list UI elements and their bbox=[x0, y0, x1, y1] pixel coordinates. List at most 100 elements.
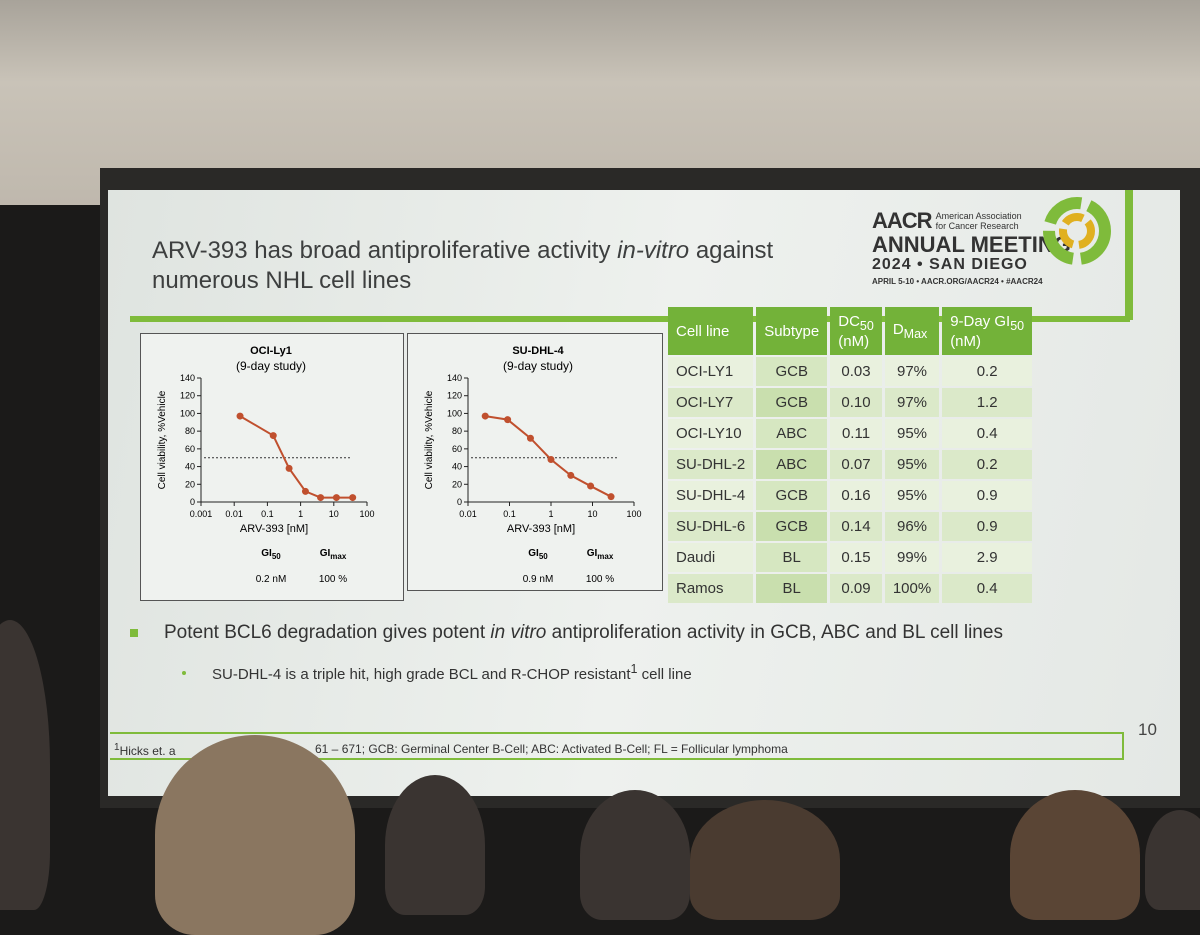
header-text: DC bbox=[838, 312, 860, 330]
y-axis-label: Cell viability, %Vehicle bbox=[157, 390, 168, 489]
table-cell: GCB bbox=[756, 481, 828, 510]
table-body: OCI-LY1 GCB 0.03 97% 0.2 OCI-LY7 GCB 0.10 97% 1.2… bbox=[668, 357, 1033, 603]
table-cell: Ramos bbox=[668, 574, 754, 603]
y-axis-label: Cell viability, %Vehicle bbox=[424, 390, 435, 489]
table-row: Ramos BL 0.09 100% 0.4 bbox=[668, 574, 1033, 603]
x-tick-label: 10 bbox=[587, 509, 597, 519]
column-header: 9-Day GI50 (nM) bbox=[942, 307, 1033, 355]
stat-sub: max bbox=[597, 552, 614, 561]
table-cell: SU-DHL-4 bbox=[668, 481, 754, 510]
text: in vitro bbox=[490, 622, 547, 643]
data-point bbox=[332, 494, 340, 502]
table-cell: 0.09 bbox=[830, 574, 882, 603]
logo-ring bbox=[1043, 197, 1111, 265]
text: cell line bbox=[637, 666, 692, 683]
y-tick-label: 80 bbox=[452, 426, 462, 436]
y-tick-label: 0 bbox=[457, 497, 462, 507]
y-tick-label: 20 bbox=[185, 479, 195, 489]
column-header: DC50 (nM) bbox=[830, 307, 882, 355]
table-cell: 1.2 bbox=[942, 388, 1033, 417]
audience bbox=[1010, 790, 1140, 920]
chart-subtitle: (9-day study) bbox=[503, 359, 573, 373]
header-unit: (nM) bbox=[950, 332, 982, 350]
text: 61 – 671; GCB: Germinal Center B-Cell; A… bbox=[315, 742, 788, 756]
x-tick-label: 1 bbox=[548, 509, 553, 519]
data-table: Cell line Subtype DC50 (nM) DMax 9-Day GI50 (n… bbox=[665, 305, 1035, 605]
y-tick-label: 100 bbox=[180, 408, 195, 418]
x-axis-label: ARV-393 [nM] bbox=[507, 523, 575, 535]
data-point bbox=[317, 494, 325, 502]
stat-value: 100 % bbox=[586, 574, 614, 585]
header-sub: 50 bbox=[1010, 318, 1025, 333]
logo-event: ANNUAL MEETING bbox=[872, 232, 1071, 257]
table-cell: 100% bbox=[884, 574, 940, 603]
stat-sub: max bbox=[330, 552, 347, 561]
stat-name: GI bbox=[587, 548, 598, 559]
header-unit: (nM) bbox=[838, 332, 870, 350]
bullet-mark bbox=[182, 670, 186, 675]
audience bbox=[385, 775, 485, 915]
stat-label: GI50 bbox=[528, 548, 548, 561]
text: SU-DHL-4 is a triple hit, high grade BCL… bbox=[212, 666, 631, 683]
header-text: D bbox=[892, 321, 904, 338]
table-cell: BL bbox=[756, 543, 828, 572]
table-cell: 2.9 bbox=[942, 543, 1033, 572]
table-cell: SU-DHL-6 bbox=[668, 512, 754, 541]
curve bbox=[239, 415, 353, 499]
table-cell: 95% bbox=[884, 450, 940, 479]
x-tick-label: 0.01 bbox=[225, 509, 243, 519]
table-row: SU-DHL-2 ABC 0.07 95% 0.2 bbox=[668, 450, 1033, 479]
text: 1 bbox=[630, 662, 638, 676]
audience bbox=[0, 620, 50, 910]
data-point bbox=[481, 412, 489, 420]
y-tick-label: 120 bbox=[447, 391, 462, 401]
table-cell: 0.9 bbox=[942, 481, 1033, 510]
audience bbox=[580, 790, 690, 920]
header-row: Cell line Subtype DC50 (nM) DMax 9-Day GI50 (n… bbox=[668, 307, 1033, 355]
table-cell: 96% bbox=[884, 512, 940, 541]
table-cell: ABC bbox=[756, 450, 828, 479]
table-cell: 0.2 bbox=[942, 450, 1033, 479]
chart: OCI-Ly1 (9-day study) 0 20 40 60 80 100 120 140 0.… bbox=[157, 345, 375, 585]
x-axis-label: ARV-393 [nM] bbox=[240, 523, 308, 535]
chart-subtitle: (9-day study) bbox=[236, 359, 306, 373]
x-tick-label: 0.1 bbox=[503, 509, 516, 519]
y-tick-label: 100 bbox=[447, 408, 462, 418]
data-point bbox=[567, 471, 575, 479]
logo-details: APRIL 5-10 • AACR.ORG/AACR24 • #AACR24 bbox=[872, 277, 1043, 286]
header-text: Subtype bbox=[764, 322, 820, 340]
y-tick-label: 80 bbox=[185, 426, 195, 436]
table-cell: 0.03 bbox=[830, 357, 882, 386]
data-point bbox=[504, 416, 512, 424]
table-cell: 95% bbox=[884, 419, 940, 448]
table-cell: SU-DHL-2 bbox=[668, 450, 754, 479]
header-sub: Max bbox=[903, 327, 928, 341]
data-point bbox=[547, 455, 555, 463]
logo-edition: 2024 • SAN DIEGO bbox=[872, 256, 1028, 273]
header-sub: 50 bbox=[859, 318, 874, 333]
table-row: OCI-LY1 GCB 0.03 97% 0.2 bbox=[668, 357, 1033, 386]
chart-title: OCI-Ly1 bbox=[250, 345, 292, 357]
x-tick-label: 0.01 bbox=[459, 509, 477, 519]
logo-org: AACR bbox=[872, 208, 933, 233]
chart-box: SU-DHL-4 (9-day study) 0 20 40 60 80 100 120 140 0… bbox=[407, 333, 663, 591]
text: antiproliferation activity in GCB, ABC a… bbox=[546, 622, 1003, 643]
x-tick-label: 100 bbox=[359, 509, 374, 519]
x-tick-label: 1 bbox=[298, 509, 303, 519]
y-tick-label: 60 bbox=[185, 444, 195, 454]
logo: AACR American Association for Cancer Res… bbox=[872, 197, 1112, 286]
text: against numerous NHL cell lines bbox=[152, 237, 774, 294]
table-cell: 0.07 bbox=[830, 450, 882, 479]
audience bbox=[690, 800, 840, 920]
table-row: Daudi BL 0.15 99% 2.9 bbox=[668, 543, 1033, 572]
chart-title: SU-DHL-4 bbox=[512, 345, 564, 357]
stat-sub: 50 bbox=[272, 552, 281, 561]
text: in-vitro bbox=[617, 237, 690, 264]
table-cell: GCB bbox=[756, 388, 828, 417]
y-tick-label: 20 bbox=[452, 479, 462, 489]
x-tick-label: 100 bbox=[626, 509, 641, 519]
stat-sub: 50 bbox=[539, 552, 548, 561]
stat-value: 0.9 nM bbox=[523, 574, 554, 585]
table-cell: 0.15 bbox=[830, 543, 882, 572]
table-cell: OCI-LY7 bbox=[668, 388, 754, 417]
